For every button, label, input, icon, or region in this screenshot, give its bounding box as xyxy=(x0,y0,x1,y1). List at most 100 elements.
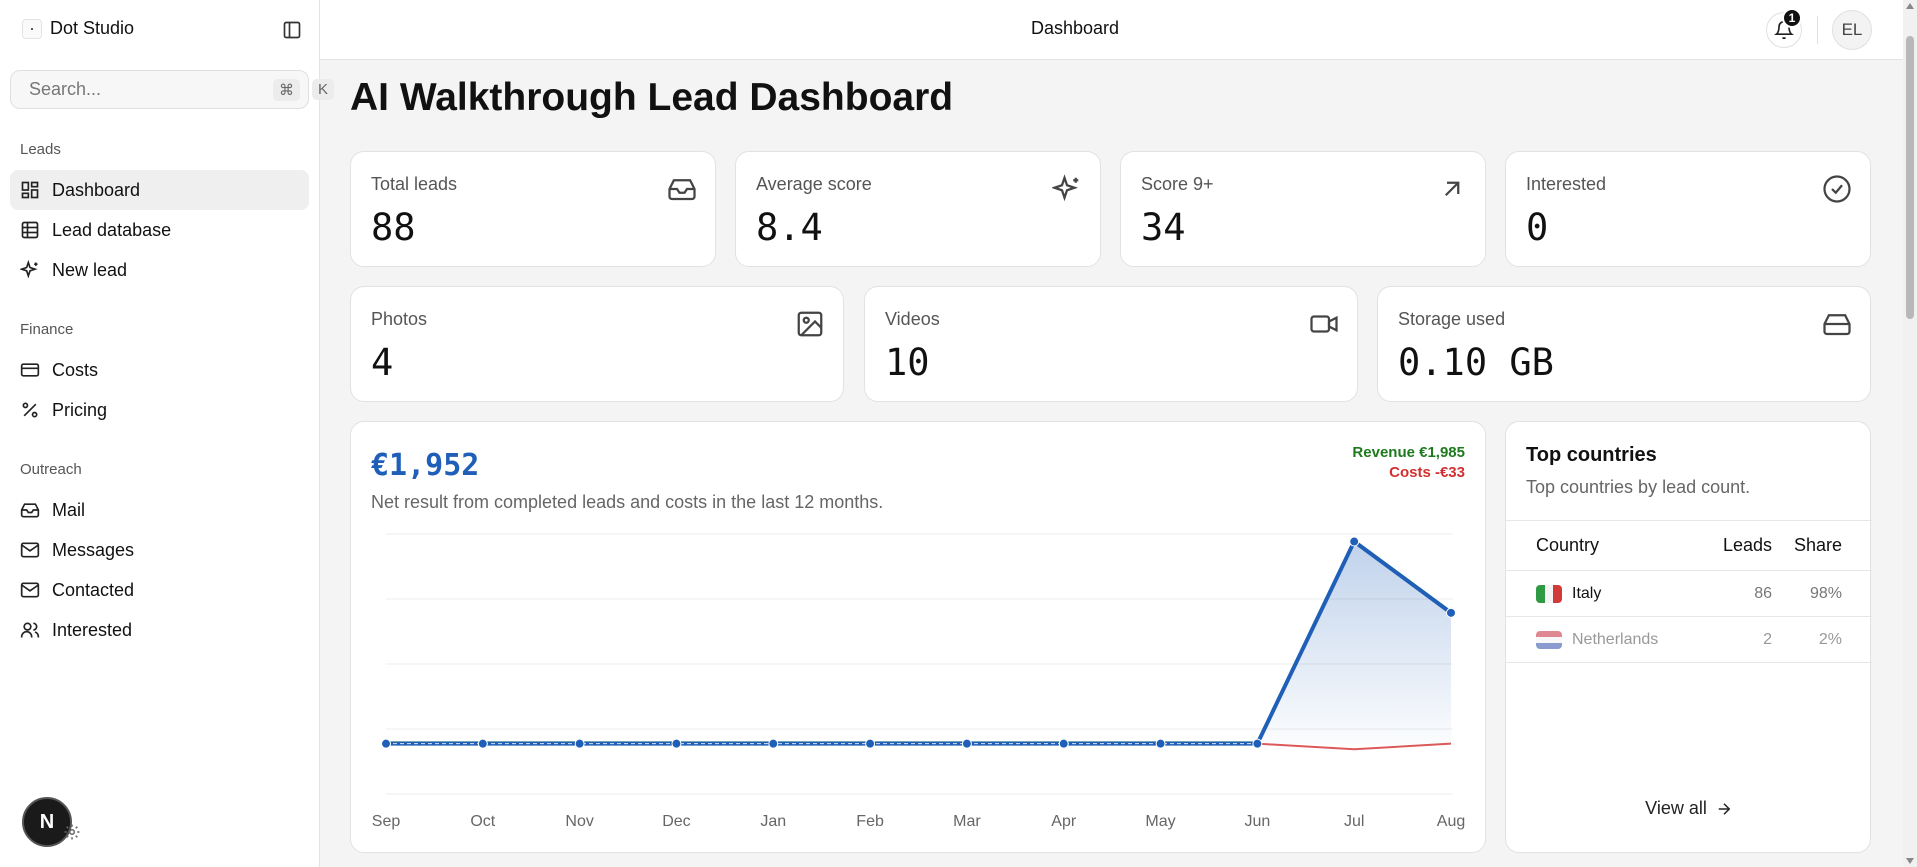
net-data-point xyxy=(1058,738,1069,749)
hard-drive-icon xyxy=(1823,314,1851,336)
x-tick-label: Oct xyxy=(470,813,495,830)
netherlands-flag-icon xyxy=(1536,630,1562,649)
sidebar-item-label: New lead xyxy=(52,259,128,280)
top-countries-title: Top countries xyxy=(1526,444,1657,466)
sidebar-item-mail[interactable]: Mail xyxy=(10,490,309,530)
header-divider xyxy=(1817,16,1818,44)
italy-flag-icon xyxy=(1536,584,1562,603)
net-result-value: €1,952 xyxy=(371,448,480,483)
x-tick-label: Jan xyxy=(760,813,786,830)
net-data-point xyxy=(1349,536,1360,547)
stat-label: Videos xyxy=(885,309,940,329)
sidebar: Dot Studio ⌘ K Leads Dashboard Lead data… xyxy=(0,0,335,867)
view-all-label: View all xyxy=(1645,798,1707,818)
scroll-up-arrow[interactable] xyxy=(1906,3,1914,9)
scroll-thumb[interactable] xyxy=(1906,36,1914,319)
x-tick-label: Nov xyxy=(565,813,593,830)
check-circle-icon xyxy=(1823,175,1851,203)
stat-label: Total leads xyxy=(371,174,458,194)
x-tick-label: Dec xyxy=(662,813,690,830)
x-tick-label: Apr xyxy=(1051,813,1077,830)
stat-value: 0.10 GB xyxy=(1398,341,1554,384)
net-result-chart: Sep Oct Nov Dec Jan Feb Mar Apr May Jun Jul Aug xyxy=(372,533,1465,830)
user-avatar[interactable]: N xyxy=(22,797,72,847)
country-leads: 2 xyxy=(1763,630,1772,648)
country-share: 2% xyxy=(1818,630,1842,648)
top-header: Dashboard 1 EL xyxy=(320,0,1917,60)
arrow-up-right-icon xyxy=(1444,181,1460,197)
column-header-share: Share xyxy=(1793,535,1842,555)
column-header-leads: Leads xyxy=(1722,535,1772,555)
stat-value: 34 xyxy=(1141,206,1186,249)
x-tick-label: Jul xyxy=(1344,813,1364,830)
inbox-icon xyxy=(668,179,696,201)
net-result-card: €1,952 Net result from completed leads a… xyxy=(350,421,1486,853)
table-row[interactable]: Italy 86 98% xyxy=(1506,571,1872,617)
header-title: Dashboard xyxy=(1030,18,1120,38)
stat-label: Score 9+ xyxy=(1141,174,1214,194)
page-title: AI Walkthrough Lead Dashboard xyxy=(350,76,954,119)
net-data-point xyxy=(865,738,876,749)
sidebar-item-messages[interactable]: Messages xyxy=(10,530,309,570)
stat-card-storage-used: Storage used 0.10 GB xyxy=(1377,286,1871,402)
dashboard-icon xyxy=(21,181,39,199)
gear-icon[interactable] xyxy=(63,823,81,841)
stat-label: Storage used xyxy=(1398,309,1506,329)
net-area xyxy=(386,541,1451,744)
net-data-point xyxy=(671,738,682,749)
sidebar-item-new-lead[interactable]: New lead xyxy=(10,250,309,290)
stat-card-score-9-plus: Score 9+ 34 xyxy=(1120,151,1486,267)
search-input[interactable] xyxy=(29,79,261,100)
sidebar-item-lead-database[interactable]: Lead database xyxy=(10,210,309,250)
x-tick-label: May xyxy=(1145,813,1175,830)
sidebar-item-pricing[interactable]: Pricing xyxy=(10,390,309,430)
sidebar-item-dashboard[interactable]: Dashboard xyxy=(10,170,309,210)
notification-badge: 1 xyxy=(1782,8,1802,28)
page-scrollbar[interactable] xyxy=(1903,0,1917,867)
net-data-point xyxy=(961,738,972,749)
sidebar-item-label: Contacted xyxy=(52,579,135,600)
stat-label: Interested xyxy=(1526,174,1607,194)
shortcut-key: K xyxy=(312,79,335,100)
sidebar-toggle-icon[interactable] xyxy=(282,20,302,40)
country-share: 98% xyxy=(1809,584,1842,602)
table-icon xyxy=(21,221,39,239)
video-icon xyxy=(1310,315,1338,333)
table-header-row: Country Leads Share xyxy=(1506,521,1872,571)
mail-icon xyxy=(20,582,40,598)
stat-card-average-score: Average score 8.4 xyxy=(735,151,1101,267)
image-icon xyxy=(797,311,823,337)
sidebar-item-label: Messages xyxy=(52,539,135,560)
net-data-point xyxy=(477,738,488,749)
net-result-description: Net result from completed leads and cost… xyxy=(371,492,884,512)
country-name: Italy xyxy=(1572,584,1602,602)
credit-card-icon xyxy=(20,363,40,377)
search-box[interactable]: ⌘ K xyxy=(10,70,335,109)
stat-value: 10 xyxy=(885,341,930,384)
sidebar-item-contacted[interactable]: Contacted xyxy=(10,570,309,610)
net-data-point xyxy=(1155,738,1166,749)
sidebar-item-interested[interactable]: Interested xyxy=(10,610,309,650)
scroll-down-arrow[interactable] xyxy=(1906,858,1914,864)
users-icon xyxy=(20,622,40,638)
sidebar-item-label: Interested xyxy=(52,619,133,640)
sidebar-item-label: Lead database xyxy=(52,219,172,240)
view-all-link[interactable]: View all xyxy=(1506,798,1872,819)
user-avatar-header[interactable]: EL xyxy=(1832,10,1872,50)
net-data-point xyxy=(381,738,391,749)
section-label-leads: Leads xyxy=(20,141,61,158)
net-data-point xyxy=(1252,738,1263,749)
mail-icon xyxy=(20,542,40,558)
stat-value: 4 xyxy=(371,341,394,384)
brand[interactable]: Dot Studio xyxy=(22,18,134,39)
stat-card-interested: Interested 0 xyxy=(1505,151,1871,267)
sidebar-item-costs[interactable]: Costs xyxy=(10,350,309,390)
stat-value: 0 xyxy=(1526,206,1549,249)
table-row[interactable]: Netherlands 2 2% xyxy=(1506,617,1872,663)
stat-card-videos: Videos 10 xyxy=(864,286,1358,402)
x-tick-label: Sep xyxy=(372,813,401,830)
inbox-icon xyxy=(20,503,40,518)
x-tick-label: Mar xyxy=(953,813,981,830)
stat-card-total-leads: Total leads 88 xyxy=(350,151,716,267)
top-countries-table: Country Leads Share Italy 86 98% Netherl… xyxy=(1506,520,1872,663)
